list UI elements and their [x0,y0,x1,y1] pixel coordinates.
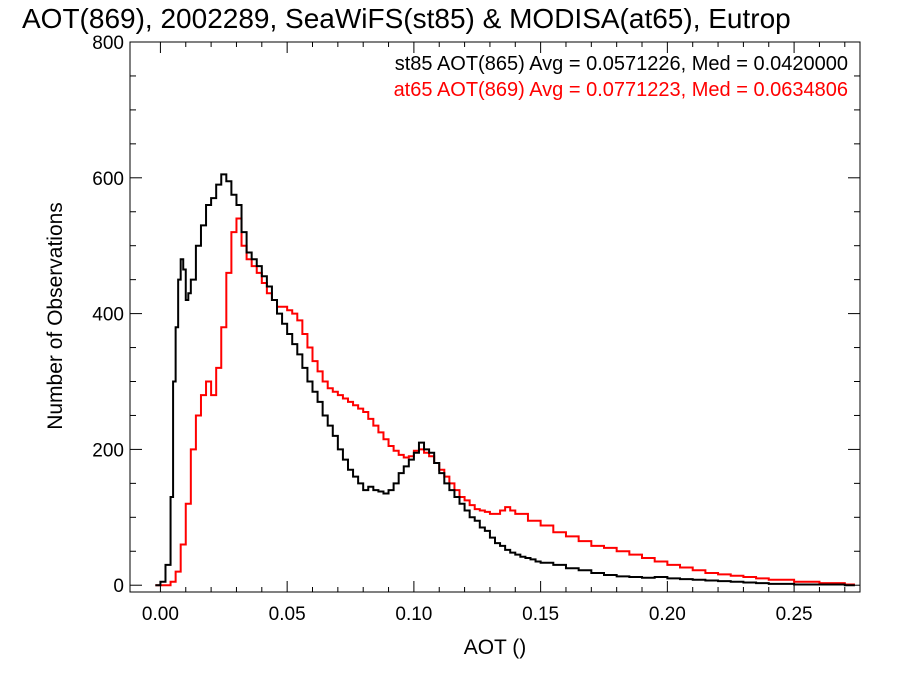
y-tick-label: 600 [92,169,124,190]
series-layer [155,173,855,587]
x-tick-label: 0.10 [395,604,432,625]
y-tick-label: 400 [92,305,124,326]
x-tick-label: 0.25 [776,604,813,625]
x-axis-label: AOT () [464,636,527,659]
plot-border [129,41,861,593]
series-line-st85 [155,173,855,587]
y-tick-label: 200 [92,440,124,461]
series-line-at65 [155,217,855,587]
y-axis: 0 200 400 600 800 [92,33,860,597]
plot-frame [129,41,861,593]
x-axis: 0.00 0.05 0.10 0.15 0.20 0.25 [142,42,846,625]
y-axis-label: Number of Observations [44,202,67,430]
legend-annotation-at65: at65 AOT(869) Avg = 0.0771223, Med = 0.0… [394,79,848,101]
x-tick-label: 0.15 [522,604,559,625]
x-tick-label: 0.05 [269,604,306,625]
y-tick-label: 800 [92,33,124,54]
x-tick-label: 0.20 [649,604,686,625]
chart-title: AOT(869), 2002289, SeaWiFS(st85) & MODIS… [22,3,791,34]
legend-annotation-st85: st85 AOT(865) Avg = 0.0571226, Med = 0.0… [395,53,848,75]
y-tick-label: 0 [113,576,124,597]
x-tick-label: 0.00 [142,604,179,625]
